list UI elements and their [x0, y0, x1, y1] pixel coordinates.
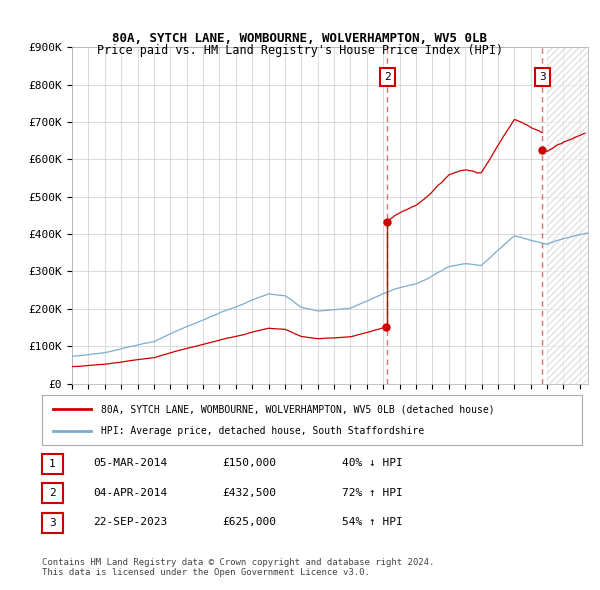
- Text: £625,000: £625,000: [222, 517, 276, 527]
- Text: 40% ↓ HPI: 40% ↓ HPI: [342, 458, 403, 468]
- Text: 05-MAR-2014: 05-MAR-2014: [93, 458, 167, 468]
- Text: 2: 2: [49, 489, 56, 498]
- Text: 3: 3: [49, 518, 56, 527]
- Text: 80A, SYTCH LANE, WOMBOURNE, WOLVERHAMPTON, WV5 0LB (detached house): 80A, SYTCH LANE, WOMBOURNE, WOLVERHAMPTO…: [101, 404, 495, 414]
- Text: £432,500: £432,500: [222, 488, 276, 497]
- Text: 22-SEP-2023: 22-SEP-2023: [93, 517, 167, 527]
- Text: HPI: Average price, detached house, South Staffordshire: HPI: Average price, detached house, Sout…: [101, 427, 425, 437]
- Text: 3: 3: [539, 72, 546, 82]
- Text: 2: 2: [384, 72, 391, 82]
- Text: £150,000: £150,000: [222, 458, 276, 468]
- Text: Price paid vs. HM Land Registry's House Price Index (HPI): Price paid vs. HM Land Registry's House …: [97, 44, 503, 57]
- Text: 04-APR-2014: 04-APR-2014: [93, 488, 167, 497]
- Text: 80A, SYTCH LANE, WOMBOURNE, WOLVERHAMPTON, WV5 0LB: 80A, SYTCH LANE, WOMBOURNE, WOLVERHAMPTO…: [113, 32, 487, 45]
- Text: Contains HM Land Registry data © Crown copyright and database right 2024.
This d: Contains HM Land Registry data © Crown c…: [42, 558, 434, 577]
- Text: 72% ↑ HPI: 72% ↑ HPI: [342, 488, 403, 497]
- Text: 1: 1: [49, 459, 56, 468]
- Text: 54% ↑ HPI: 54% ↑ HPI: [342, 517, 403, 527]
